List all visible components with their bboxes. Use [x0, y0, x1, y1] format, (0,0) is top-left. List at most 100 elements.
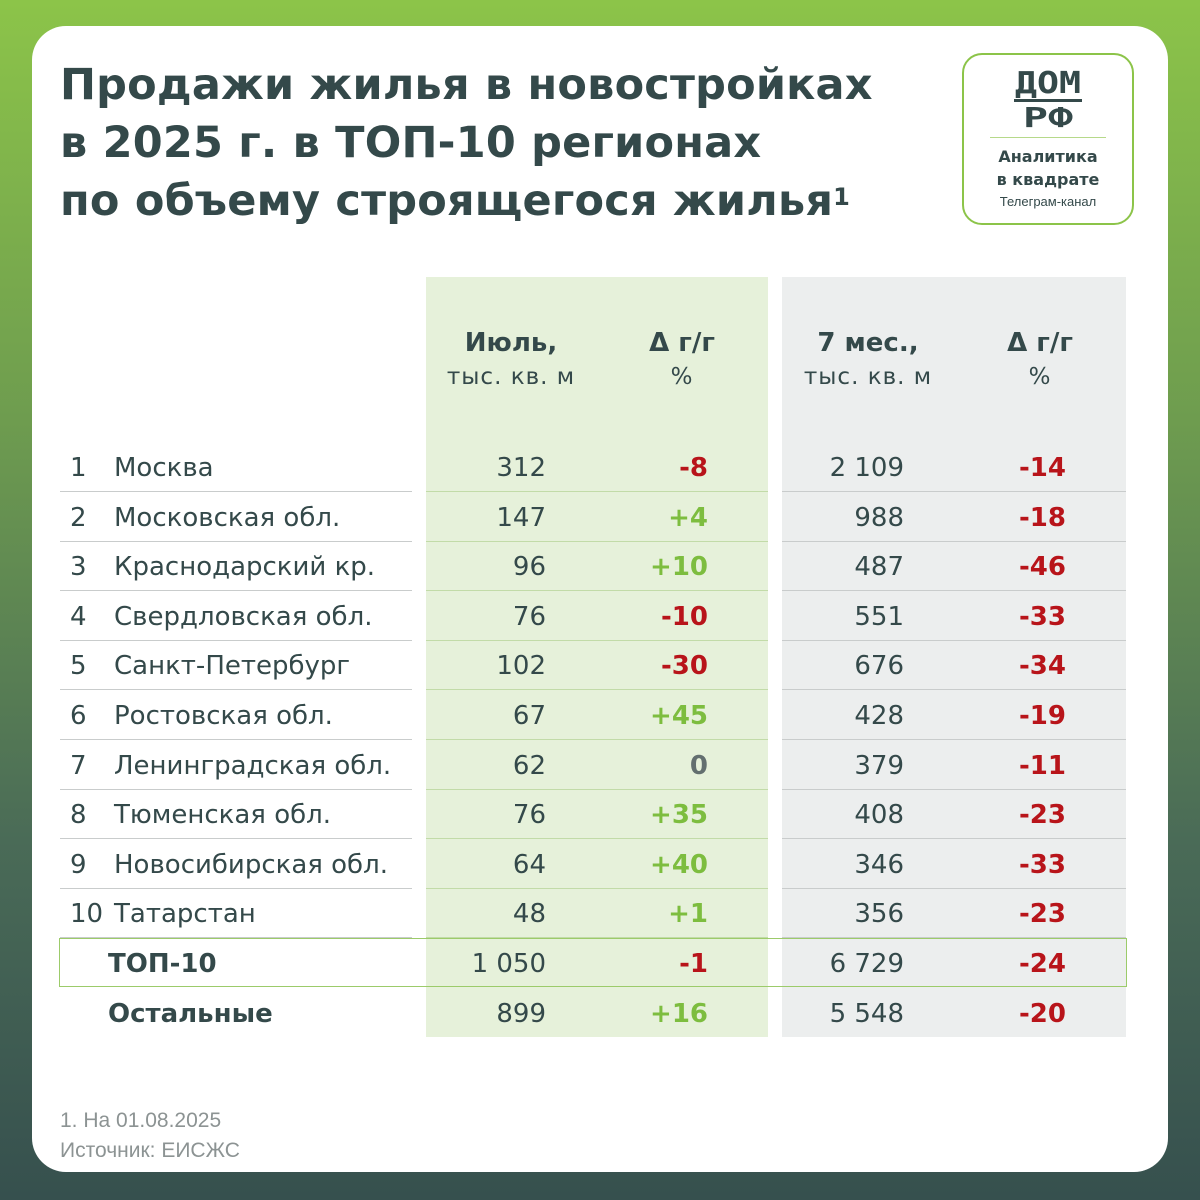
row-rank: 5: [70, 651, 87, 681]
row-divider: [782, 491, 1126, 492]
header-seven-months-delta: Δ г/г %: [980, 326, 1100, 394]
row-july-delta: +10: [650, 552, 708, 582]
row-july-value: 62: [512, 751, 546, 781]
row-divider: [60, 739, 412, 740]
row-july-delta: +45: [650, 701, 708, 731]
total-row-others: Остальные 899 +16 5 548 -20: [32, 989, 1168, 1038]
row-region-name: Свердловская обл.: [114, 602, 373, 632]
row-region-name: Татарстан: [114, 899, 256, 929]
total-july-value: 1 050: [471, 949, 546, 979]
total-july-value: 899: [496, 999, 546, 1029]
row-seven-months-value: 428: [854, 701, 904, 731]
total-row-label: ТОП-10: [108, 949, 217, 979]
source-note: Источник: ЕИСЖС: [60, 1139, 240, 1162]
row-july-value: 102: [496, 651, 546, 681]
row-rank: 9: [70, 850, 87, 880]
footer-notes: 1. На 01.08.2025 Источник: ЕИСЖС: [60, 1106, 240, 1166]
row-seven-months-delta: -34: [1019, 651, 1066, 681]
row-july-delta: 0: [689, 751, 708, 781]
row-seven-months-delta: -14: [1019, 453, 1066, 483]
top10-highlight-frame: [59, 938, 1127, 987]
table-row: 3 Краснодарский кр. 96 +10 487 -46: [32, 542, 1168, 591]
row-seven-months-value: 379: [854, 751, 904, 781]
row-seven-months-value: 346: [854, 850, 904, 880]
row-divider: [782, 937, 1126, 938]
row-region-name: Краснодарский кр.: [114, 552, 376, 582]
row-seven-months-value: 676: [854, 651, 904, 681]
july-column-band: [426, 277, 768, 1037]
header-july-delta: Δ г/г %: [622, 326, 742, 394]
row-divider: [60, 888, 412, 889]
row-july-value: 76: [512, 800, 546, 830]
row-july-value: 76: [512, 602, 546, 632]
row-region-name: Ростовская обл.: [114, 701, 333, 731]
total-seven-months-value: 6 729: [829, 949, 904, 979]
brand-logo-badge[interactable]: ДОМ РФ Аналитика в квадрате Телеграм-кан…: [962, 53, 1134, 225]
row-region-name: Тюменская обл.: [114, 800, 332, 830]
row-july-value: 48: [512, 899, 546, 929]
row-divider: [60, 590, 412, 591]
row-july-value: 312: [496, 453, 546, 483]
row-seven-months-delta: -19: [1019, 701, 1066, 731]
row-seven-months-value: 551: [854, 602, 904, 632]
row-july-delta: +40: [650, 850, 708, 880]
logo-caption-2: в квадрате: [996, 170, 1100, 189]
row-region-name: Ленинградская обл.: [114, 751, 392, 781]
row-divider: [60, 789, 412, 790]
header-seven-months-delta-unit: %: [1028, 364, 1052, 390]
row-divider: [782, 838, 1126, 839]
row-divider: [782, 789, 1126, 790]
row-july-delta: -8: [679, 453, 708, 483]
row-july-value: 96: [512, 552, 546, 582]
total-july-delta: -1: [679, 949, 708, 979]
header-july-title: Июль,: [464, 328, 558, 358]
row-divider: [426, 838, 768, 839]
row-divider: [426, 640, 768, 641]
seven-months-column-band: [782, 277, 1126, 1037]
dom-rf-logo-icon: ДОМ РФ: [1014, 66, 1082, 129]
row-divider: [60, 541, 412, 542]
row-rank: 1: [70, 453, 87, 483]
title-footnote-mark: 1: [833, 183, 851, 211]
table-row: 4 Свердловская обл. 76 -10 551 -33: [32, 592, 1168, 641]
row-seven-months-delta: -33: [1019, 602, 1066, 632]
table-row: 9 Новосибирская обл. 64 +40 346 -33: [32, 840, 1168, 889]
logo-word-bottom: РФ: [1023, 101, 1073, 129]
table-row: 6 Ростовская обл. 67 +45 428 -19: [32, 691, 1168, 740]
logo-caption-3: Телеграм-канал: [999, 194, 1097, 209]
table-row: 1 Москва 312 -8 2 109 -14: [32, 443, 1168, 492]
row-divider: [782, 689, 1126, 690]
row-seven-months-value: 2 109: [829, 453, 904, 483]
row-july-value: 64: [512, 850, 546, 880]
row-july-delta: +1: [668, 899, 708, 929]
row-seven-months-delta: -18: [1019, 503, 1066, 533]
header-seven-months: 7 мес., тыс. кв. м: [782, 326, 954, 394]
row-july-value: 147: [496, 503, 546, 533]
header-july: Июль, тыс. кв. м: [426, 326, 596, 394]
header-july-delta-unit: %: [670, 364, 694, 390]
row-region-name: Московская обл.: [114, 503, 341, 533]
row-seven-months-value: 356: [854, 899, 904, 929]
row-july-delta: -30: [661, 651, 708, 681]
total-row-top10: ТОП-10 1 050 -1 6 729 -24: [32, 939, 1168, 988]
total-row-label: Остальные: [108, 999, 273, 1029]
row-rank: 3: [70, 552, 87, 582]
title-line-2: в 2025 г. в ТОП-10 регионах: [60, 118, 762, 168]
row-divider: [426, 689, 768, 690]
title-line-3: по объему строящегося жилья: [60, 176, 834, 226]
row-divider: [60, 491, 412, 492]
total-seven-months-value: 5 548: [829, 999, 904, 1029]
row-divider: [782, 888, 1126, 889]
page-title: Продажи жилья в новостройках в 2025 г. в…: [60, 56, 873, 230]
row-seven-months-delta: -11: [1019, 751, 1066, 781]
row-july-delta: +4: [668, 503, 708, 533]
total-seven-months-delta: -24: [1019, 949, 1066, 979]
table-row: 5 Санкт-Петербург 102 -30 676 -34: [32, 641, 1168, 690]
row-seven-months-delta: -33: [1019, 850, 1066, 880]
header-seven-months-title: 7 мес.,: [817, 328, 919, 358]
row-seven-months-delta: -46: [1019, 552, 1066, 582]
row-divider: [426, 888, 768, 889]
table-row: 10 Татарстан 48 +1 356 -23: [32, 889, 1168, 938]
row-divider: [426, 937, 768, 938]
row-rank: 7: [70, 751, 87, 781]
